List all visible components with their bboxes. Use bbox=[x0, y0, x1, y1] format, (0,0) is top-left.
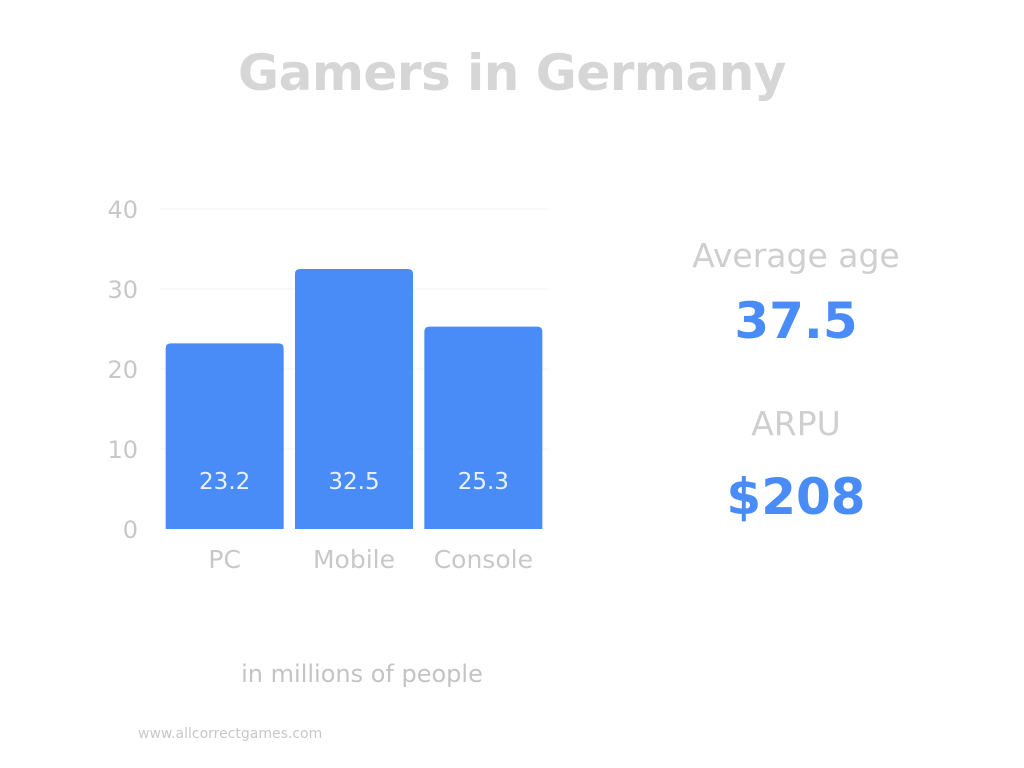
x-tick-label-pc: PC bbox=[208, 545, 241, 574]
y-tick-label: 20 bbox=[107, 356, 138, 384]
y-tick-label: 10 bbox=[107, 436, 138, 464]
bar-mobile bbox=[295, 269, 413, 529]
average-age-label: Average age bbox=[692, 236, 900, 275]
y-tick-label: 30 bbox=[107, 276, 138, 304]
x-axis-ticks: PC Mobile Console bbox=[208, 545, 533, 574]
bar-console bbox=[424, 326, 543, 529]
arpu-label: ARPU bbox=[751, 404, 841, 443]
average-age-value: 37.5 bbox=[734, 292, 858, 350]
data-label-pc: 23.2 bbox=[199, 469, 250, 495]
source-link[interactable]: www.allcorrectgames.com bbox=[138, 726, 323, 742]
data-label-mobile: 32.5 bbox=[328, 469, 379, 495]
x-tick-label-mobile: Mobile bbox=[313, 545, 395, 574]
unit-caption: in millions of people bbox=[241, 660, 483, 688]
data-label-console: 25.3 bbox=[458, 469, 509, 495]
y-tick-label: 0 bbox=[123, 516, 138, 544]
bar-pc bbox=[165, 343, 284, 529]
arpu-value: $208 bbox=[726, 468, 866, 526]
bars: 23.2 32.5 25.3 bbox=[165, 269, 543, 529]
y-axis-ticks: 0 10 20 30 40 bbox=[107, 196, 138, 544]
chart-title: Gamers in Germany bbox=[238, 44, 786, 102]
y-tick-label: 40 bbox=[107, 196, 138, 224]
x-tick-label-console: Console bbox=[434, 545, 533, 574]
